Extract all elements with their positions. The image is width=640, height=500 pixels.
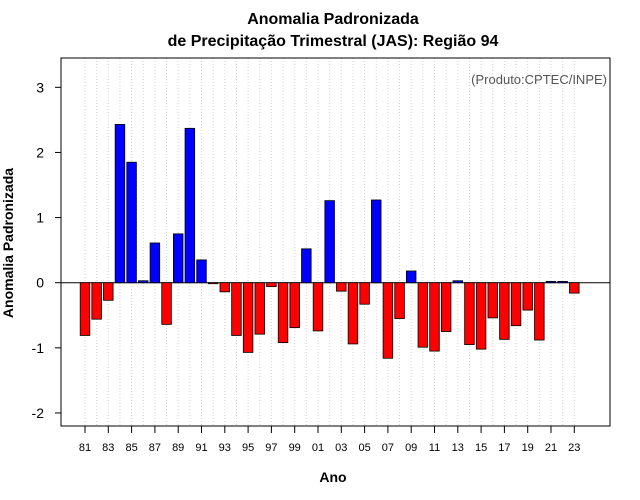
x-tick-label: 05 xyxy=(358,442,370,454)
y-tick-label: 3 xyxy=(36,79,44,95)
x-tick-label: 99 xyxy=(289,442,301,454)
gridlines xyxy=(84,58,575,426)
x-tick-label: 97 xyxy=(265,442,277,454)
y-axis-title: Anomalia Padronizada xyxy=(0,168,16,318)
source-annotation: (Produto:CPTEC/INPE) xyxy=(471,72,607,87)
bar-2014 xyxy=(464,282,475,345)
bar-2020 xyxy=(534,282,545,341)
bar-2012 xyxy=(440,282,452,332)
bar-1994 xyxy=(231,282,242,336)
bar-2002 xyxy=(324,200,335,284)
bar-2013 xyxy=(452,280,464,284)
x-tick-label: 85 xyxy=(125,442,137,454)
x-axis-title: Ano xyxy=(319,469,346,485)
x-tick-label: 17 xyxy=(498,442,510,454)
bar-2016 xyxy=(487,282,498,319)
bar-2010 xyxy=(417,282,429,348)
bar-2019 xyxy=(522,282,533,311)
bar-1985 xyxy=(126,161,137,284)
chart-title-line-1: Anomalia Padronizada xyxy=(247,11,419,28)
x-tick-label: 03 xyxy=(335,442,347,454)
x-tick-label: 83 xyxy=(102,442,114,454)
bar-1986 xyxy=(138,280,149,284)
bar-1995 xyxy=(242,282,254,353)
x-tick-label: 11 xyxy=(429,442,440,454)
x-tick-label: 89 xyxy=(172,442,184,454)
bar-2004 xyxy=(347,282,359,345)
bar-2003 xyxy=(336,282,347,292)
x-axis: 81 83 85 87 89 91 93 95 97 99 01 03 05 07 09 11 13 15 17 19… xyxy=(79,426,580,454)
bar-2005 xyxy=(359,282,370,305)
x-tick-label: 13 xyxy=(452,442,464,454)
bar-2001 xyxy=(312,282,324,332)
bar-2009 xyxy=(405,270,417,284)
bar-1983 xyxy=(103,282,114,301)
x-tick-label: 93 xyxy=(219,442,231,454)
y-axis: -2 -1 0 1 2 3 xyxy=(32,79,61,421)
bar-2008 xyxy=(394,282,405,319)
bar-2007 xyxy=(382,282,394,359)
x-tick-label: 21 xyxy=(545,442,557,454)
bar-2015 xyxy=(475,282,487,350)
bar-1998 xyxy=(277,282,289,344)
plot-frame xyxy=(60,57,611,427)
bar-2000 xyxy=(301,248,312,284)
bar-1984 xyxy=(114,124,126,284)
bar-2017 xyxy=(499,282,510,340)
bar-2022 xyxy=(557,281,568,284)
bar-1989 xyxy=(172,233,184,284)
x-tick-label: 09 xyxy=(405,442,417,454)
bar-2018 xyxy=(510,282,522,327)
y-tick-label: 1 xyxy=(36,210,44,226)
x-tick-label: 81 xyxy=(79,442,91,454)
bar-1988 xyxy=(161,282,172,325)
x-tick-label: 91 xyxy=(195,442,207,454)
bar-1996 xyxy=(254,282,265,335)
x-tick-label: 23 xyxy=(568,442,580,454)
bar-1990 xyxy=(184,127,196,284)
y-tick-label: -1 xyxy=(32,340,45,356)
x-tick-label: 15 xyxy=(475,442,487,454)
bar-1982 xyxy=(91,282,102,320)
bar-2021 xyxy=(545,281,557,284)
bar-1981 xyxy=(79,282,91,336)
bar-1997 xyxy=(266,282,277,288)
bar-2023 xyxy=(569,282,580,294)
chart-title-line-2: de Precipitação Trimestral (JAS): Região… xyxy=(168,33,499,50)
bar-1991 xyxy=(196,259,207,284)
bar-2011 xyxy=(429,282,440,352)
y-tick-label: 2 xyxy=(36,144,44,160)
bars xyxy=(79,124,580,359)
x-tick-label: 95 xyxy=(242,442,254,454)
bar-2006 xyxy=(371,199,382,284)
x-tick-label: 01 xyxy=(312,442,324,454)
bar-1993 xyxy=(219,282,231,293)
x-tick-label: 19 xyxy=(522,442,534,454)
y-tick-label: 0 xyxy=(36,275,44,291)
x-tick-label: 07 xyxy=(382,442,394,454)
bar-1987 xyxy=(149,242,161,284)
bar-1992 xyxy=(207,282,219,285)
bar-1999 xyxy=(289,282,300,329)
x-tick-label: 87 xyxy=(149,442,161,454)
y-tick-label: -2 xyxy=(32,405,45,421)
